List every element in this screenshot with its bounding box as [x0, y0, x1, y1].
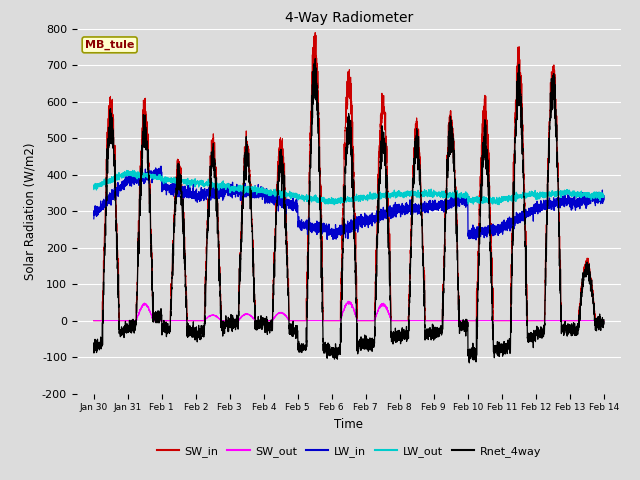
Rnet_4way [465, 360, 473, 366]
Legend: SW_in, SW_out, LW_in, LW_out, Rnet_4way: SW_in, SW_out, LW_in, LW_out, Rnet_4way [152, 441, 545, 461]
Line: Rnet_4way: Rnet_4way [94, 59, 604, 363]
SW_out [600, 318, 607, 324]
SW_in [90, 318, 98, 324]
SW_out [182, 318, 189, 324]
Rnet_4way [492, 347, 500, 352]
Rnet_4way [90, 347, 98, 353]
Rnet_4way [312, 56, 319, 61]
SW_in [330, 318, 337, 324]
LW_in [600, 198, 607, 204]
SW_in [600, 318, 607, 324]
Rnet_4way [600, 317, 607, 323]
Text: MB_tule: MB_tule [85, 40, 134, 50]
Rnet_4way [182, 281, 189, 287]
LW_in [182, 191, 189, 197]
LW_in [463, 202, 470, 208]
LW_out [90, 187, 98, 192]
LW_in [90, 216, 98, 222]
SW_in [600, 318, 607, 324]
SW_out [492, 318, 500, 324]
LW_out [330, 202, 338, 208]
SW_out [344, 298, 352, 304]
SW_out [600, 318, 607, 324]
SW_out [330, 318, 337, 324]
X-axis label: Time: Time [334, 418, 364, 431]
LW_out [463, 191, 471, 196]
Y-axis label: Solar Radiation (W/m2): Solar Radiation (W/m2) [24, 143, 36, 280]
Rnet_4way [463, 328, 470, 334]
LW_out [129, 168, 136, 173]
Line: SW_in: SW_in [94, 33, 604, 321]
SW_in [463, 318, 470, 324]
SW_in [182, 272, 189, 277]
SW_out [90, 318, 98, 324]
Rnet_4way [435, 327, 442, 333]
Line: SW_out: SW_out [94, 301, 604, 321]
Rnet_4way [330, 347, 337, 352]
Line: LW_out: LW_out [94, 170, 604, 205]
SW_in [312, 30, 319, 36]
LW_in [600, 193, 607, 199]
LW_out [435, 191, 443, 197]
Line: LW_in: LW_in [94, 166, 604, 240]
SW_out [435, 318, 442, 324]
LW_in [492, 226, 500, 232]
LW_out [492, 197, 500, 203]
SW_in [492, 318, 500, 324]
LW_in [157, 163, 165, 169]
LW_out [182, 178, 189, 183]
SW_in [435, 318, 442, 324]
LW_out [330, 201, 337, 206]
LW_in [472, 237, 480, 243]
LW_in [330, 229, 337, 235]
SW_out [463, 318, 470, 324]
Title: 4-Way Radiometer: 4-Way Radiometer [285, 11, 413, 25]
LW_out [600, 194, 607, 200]
Rnet_4way [600, 325, 607, 331]
LW_in [435, 202, 442, 207]
LW_out [600, 191, 607, 197]
